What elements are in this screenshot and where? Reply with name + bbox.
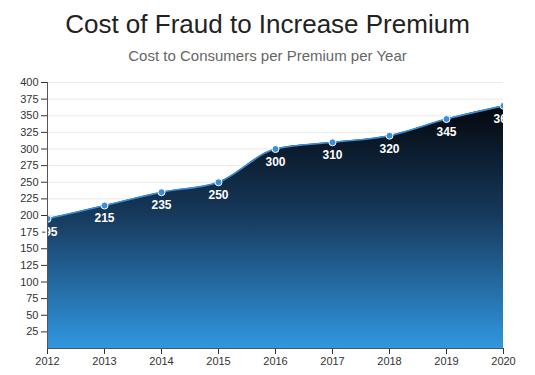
svg-text:215: 215	[94, 211, 114, 225]
svg-text:400: 400	[20, 76, 38, 88]
svg-text:150: 150	[20, 242, 38, 254]
svg-text:345: 345	[436, 125, 456, 139]
svg-text:2019: 2019	[434, 355, 458, 367]
svg-text:320: 320	[379, 142, 399, 156]
svg-text:300: 300	[265, 155, 285, 169]
svg-text:2014: 2014	[149, 355, 173, 367]
svg-text:195: 195	[37, 224, 58, 239]
svg-text:325: 325	[20, 126, 38, 138]
svg-text:200: 200	[20, 209, 38, 221]
svg-text:350: 350	[20, 109, 38, 121]
svg-text:365: 365	[493, 112, 513, 126]
svg-text:300: 300	[20, 143, 38, 155]
svg-text:310: 310	[322, 148, 342, 162]
svg-text:235: 235	[151, 198, 171, 212]
svg-text:250: 250	[208, 188, 228, 202]
svg-text:2016: 2016	[263, 355, 287, 367]
svg-text:375: 375	[20, 93, 38, 105]
svg-text:2013: 2013	[92, 355, 116, 367]
svg-text:2012: 2012	[35, 355, 59, 367]
svg-text:75: 75	[26, 292, 38, 304]
svg-text:2015: 2015	[206, 355, 230, 367]
html-text:Cost to Consumers per Premium: Cost to Consumers per Premium per Year	[128, 47, 407, 64]
svg-text:2017: 2017	[320, 355, 344, 367]
svg-text:275: 275	[20, 159, 38, 171]
svg-text:125: 125	[20, 259, 38, 271]
svg-text:175: 175	[20, 226, 38, 238]
svg-text:2020: 2020	[491, 355, 515, 367]
svg-text:100: 100	[20, 276, 38, 288]
svg-text:2018: 2018	[377, 355, 401, 367]
svg-text:25: 25	[26, 325, 38, 337]
svg-text:250: 250	[20, 176, 38, 188]
html-text:Cost of Fraud to Increase Prem: Cost of Fraud to Increase Premium	[65, 9, 470, 39]
svg-text:225: 225	[20, 192, 38, 204]
svg-text:50: 50	[26, 309, 38, 321]
